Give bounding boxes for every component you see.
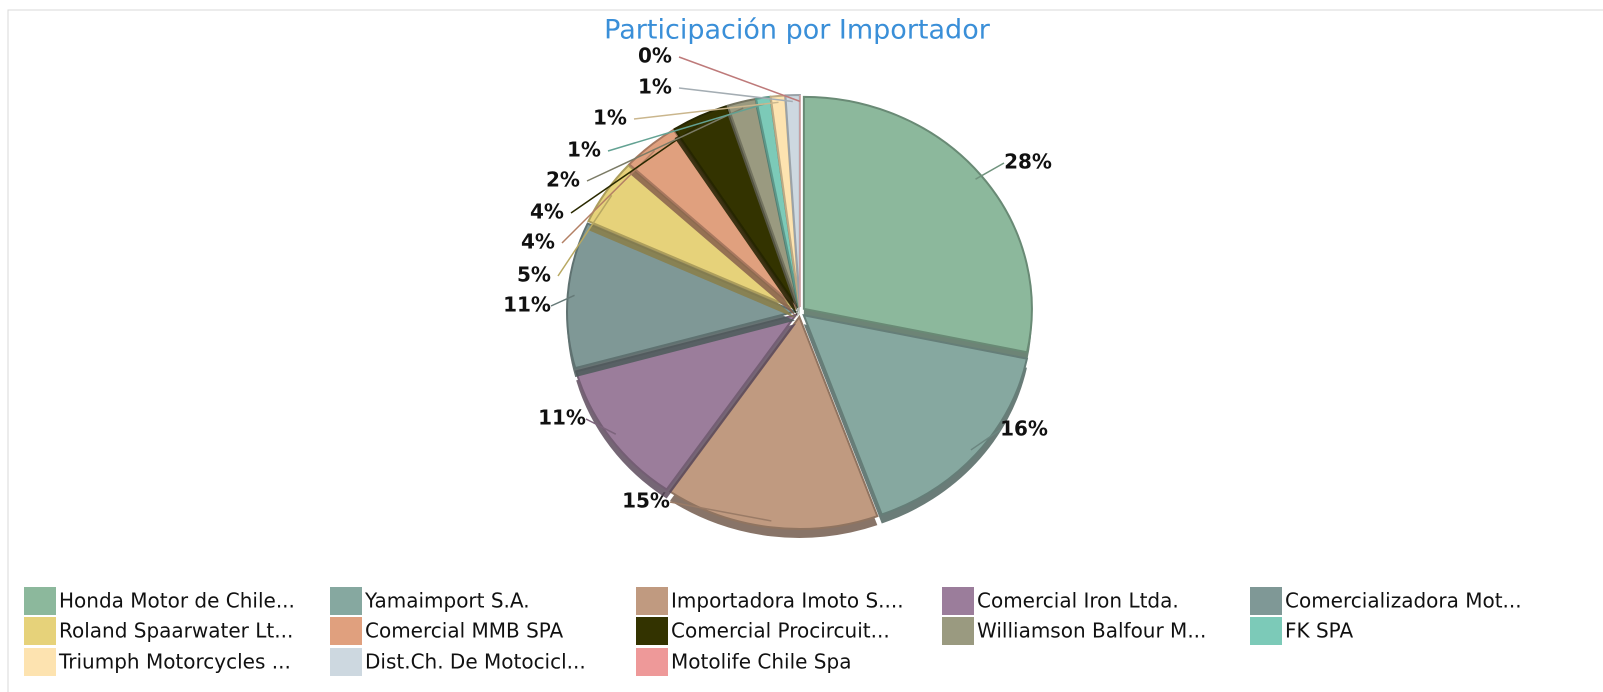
legend-swatch <box>1250 587 1282 615</box>
legend-label: Triumph Motorcycles ... <box>58 650 291 674</box>
slice <box>802 313 1029 516</box>
slice <box>627 128 798 309</box>
leader-line <box>585 418 617 435</box>
legend-swatch <box>1250 617 1282 645</box>
legend-label: Dist.Ch. De Motocicl... <box>365 650 586 674</box>
leader-line <box>633 101 779 120</box>
leader-line <box>678 56 801 103</box>
legend-swatch <box>636 587 668 615</box>
data-label: 1% <box>593 106 627 130</box>
legend-label: Comercializadora Mot... <box>1285 589 1522 613</box>
data-label: 4% <box>530 200 564 224</box>
legend-swatch <box>636 617 668 645</box>
slice <box>566 222 799 370</box>
legend-label: Motolife Chile Spa <box>671 650 851 674</box>
legend-swatch <box>330 648 362 676</box>
legend-swatch <box>24 648 56 676</box>
data-label: 1% <box>638 75 672 99</box>
legend-swatch <box>330 587 362 615</box>
chart-title: Participación por Importador <box>604 15 991 46</box>
leader-line <box>550 294 575 307</box>
legend-label: Comercial Procircuit... <box>671 619 890 643</box>
legend-label: Williamson Balfour M... <box>977 619 1206 643</box>
legend-label: Yamaimport S.A. <box>364 589 530 613</box>
data-label: 28% <box>1004 150 1052 174</box>
slice-side <box>770 104 800 317</box>
data-label: 11% <box>538 406 586 430</box>
leader-line <box>669 501 772 522</box>
legend-label: Honda Motor de Chile... <box>59 589 295 613</box>
leader-line <box>557 194 613 277</box>
slice-side <box>756 105 800 317</box>
data-label: 16% <box>1000 417 1048 441</box>
legend-swatch <box>636 648 668 676</box>
legend-swatch <box>330 617 362 645</box>
leader-line <box>607 103 765 152</box>
data-label: 11% <box>503 293 551 317</box>
legend-label: Comercial Iron Ltda. <box>977 589 1179 613</box>
leader-line <box>975 162 1005 180</box>
slice <box>802 95 1033 354</box>
legend-swatch <box>942 617 974 645</box>
legend-label: Comercial MMB SPA <box>365 619 564 643</box>
leader-line <box>970 429 1001 451</box>
data-label: 0% <box>638 44 672 68</box>
slice-side <box>727 107 799 317</box>
data-label: 5% <box>517 263 551 287</box>
data-label: 1% <box>567 138 601 162</box>
data-label: 2% <box>546 168 580 192</box>
data-label: 4% <box>521 230 555 254</box>
slice <box>587 164 797 311</box>
leader-line <box>678 87 793 103</box>
leader-line <box>586 107 744 182</box>
legend-swatch <box>24 617 56 645</box>
slice <box>668 314 879 530</box>
legend-label: FK SPA <box>1285 619 1353 643</box>
legend-swatch <box>942 587 974 615</box>
legend-label: Importadora Imoto S.... <box>671 589 904 613</box>
legend-label: Roland Spaarwater Lt... <box>59 619 293 643</box>
legend-swatch <box>24 587 56 615</box>
